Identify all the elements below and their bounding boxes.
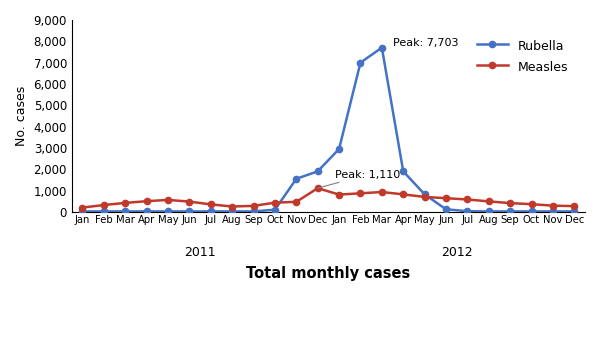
Measles (229, 204, 236, 209)
Rubella (79, 209, 86, 214)
Measles (271, 201, 278, 205)
Rubella (550, 209, 557, 214)
Rubella (250, 209, 257, 214)
Measles (421, 195, 428, 199)
Text: 2012: 2012 (441, 246, 473, 260)
Rubella (293, 177, 300, 181)
Rubella (335, 147, 343, 151)
Text: Total monthly cases: Total monthly cases (246, 266, 410, 281)
Measles (550, 203, 557, 208)
Measles (79, 205, 86, 210)
Rubella (186, 209, 193, 214)
Text: 2011: 2011 (184, 246, 216, 260)
Measles (186, 199, 193, 204)
Measles (335, 193, 343, 197)
Legend: Rubella, Measles: Rubella, Measles (472, 34, 574, 79)
Rubella (229, 209, 236, 214)
Rubella (506, 209, 514, 214)
Measles (378, 190, 385, 194)
Measles (100, 203, 107, 207)
Rubella (100, 209, 107, 214)
Rubella (271, 207, 278, 212)
Rubella (143, 209, 150, 214)
Measles (293, 199, 300, 204)
Measles (122, 201, 129, 205)
Rubella (314, 169, 322, 174)
Rubella (378, 46, 385, 50)
Rubella (164, 209, 172, 214)
Rubella (528, 209, 535, 214)
Rubella (464, 209, 471, 213)
Rubella (442, 207, 449, 211)
Line: Rubella: Rubella (79, 44, 577, 214)
Y-axis label: No. cases: No. cases (15, 86, 28, 146)
Rubella (421, 192, 428, 197)
Measles (506, 201, 514, 205)
Measles (400, 192, 407, 197)
Rubella (571, 209, 578, 214)
Measles (143, 199, 150, 203)
Text: Peak: 7,703: Peak: 7,703 (392, 38, 458, 48)
Measles (528, 202, 535, 206)
Measles (250, 204, 257, 208)
Rubella (400, 169, 407, 174)
Measles (442, 196, 449, 201)
Measles (207, 202, 214, 206)
Measles (571, 204, 578, 208)
Measles (314, 186, 322, 190)
Text: Peak: 1,110: Peak: 1,110 (318, 170, 400, 188)
Rubella (485, 209, 493, 214)
Line: Measles: Measles (79, 185, 577, 211)
Rubella (357, 60, 364, 65)
Rubella (207, 209, 214, 214)
Measles (164, 198, 172, 202)
Rubella (122, 209, 129, 214)
Measles (357, 191, 364, 195)
Measles (485, 199, 493, 203)
Measles (464, 197, 471, 202)
